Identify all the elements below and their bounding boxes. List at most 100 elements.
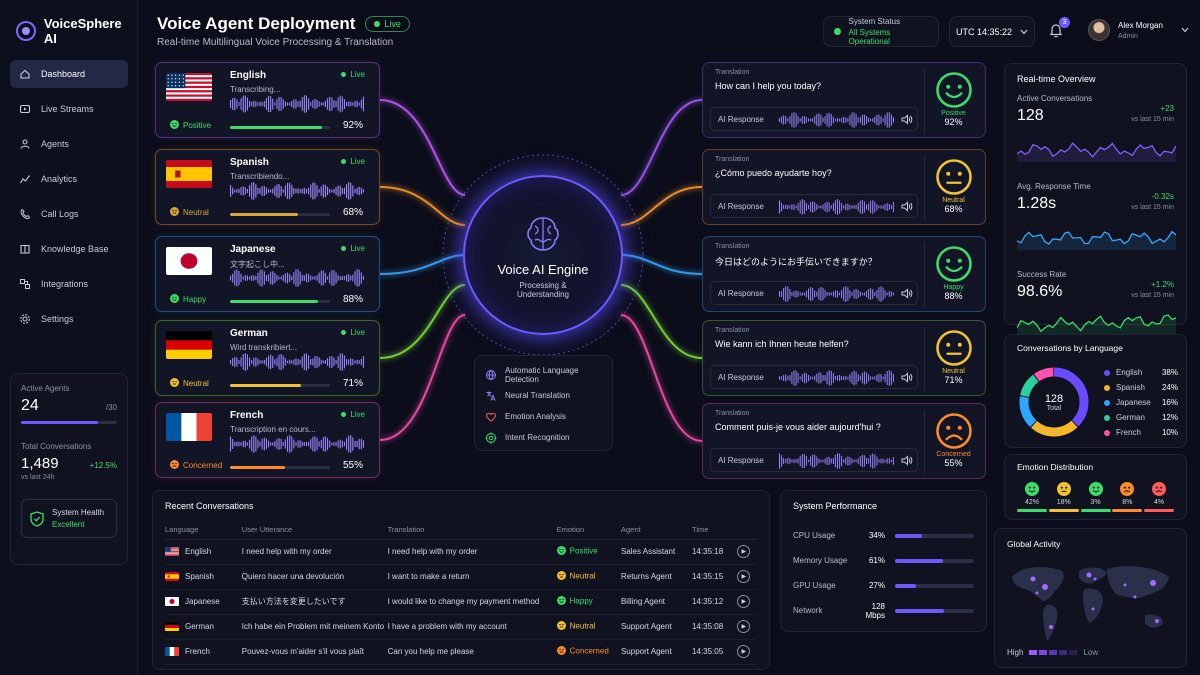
column-header[interactable]: Emotion xyxy=(556,521,621,540)
sidebar-item-label: Knowledge Base xyxy=(41,244,109,254)
sidebar-item-label: Analytics xyxy=(41,174,78,184)
translation-card[interactable]: Translation ¿Cómo puedo ayudarte hoy? AI R… xyxy=(702,149,986,225)
system-status[interactable]: System Status All Systems Operational xyxy=(823,16,939,47)
translation-card[interactable]: Translation 今日はどのようにお手伝いできますか？ AI Response… xyxy=(702,236,986,312)
language-name: German xyxy=(230,328,268,339)
play-icon[interactable]: ▶ xyxy=(737,620,751,633)
play-icon[interactable]: ▶ xyxy=(737,545,751,558)
donut-slice-japanese[interactable] xyxy=(1019,367,1089,437)
perf-row: Memory Usage 61% xyxy=(793,548,974,573)
play-icon[interactable]: ▶ xyxy=(737,595,751,608)
language-card-english[interactable]: English Live Transcribing... Positive 92% xyxy=(155,62,380,138)
emotion-item: 18% xyxy=(1048,482,1079,512)
table-row[interactable]: English I need help with my order I need h… xyxy=(165,539,757,565)
sidebar-item-analytics[interactable]: Analytics xyxy=(10,165,128,193)
voice-ai-engine[interactable]: Voice AI Engine Processing & Understandi… xyxy=(463,175,623,335)
cell-agent: Support Agent xyxy=(620,639,693,665)
ai-response-player[interactable]: AI Response xyxy=(710,194,918,218)
perf-value: 61% xyxy=(868,556,885,565)
column-header[interactable]: Agent xyxy=(620,521,693,540)
sentiment-label: Neutral xyxy=(183,379,209,388)
play-icon[interactable]: ▶ xyxy=(737,645,751,658)
sidebar-item-knowledge-base[interactable]: Knowledge Base xyxy=(10,235,128,263)
legend-name: Spanish xyxy=(1116,383,1145,392)
column-header[interactable]: User Utterance xyxy=(241,521,388,540)
emotion-pct: 18% xyxy=(1056,499,1071,506)
donut-slice-spanish[interactable] xyxy=(1019,367,1089,437)
ai-response-label: AI Response xyxy=(718,456,764,465)
cell-language: German xyxy=(165,614,242,640)
speaker-icon[interactable] xyxy=(901,114,913,128)
feature-item: Intent Recognition xyxy=(485,427,602,448)
ai-response-player[interactable]: AI Response xyxy=(710,281,918,305)
live-label: Live xyxy=(350,70,365,79)
sidebar-item-live-streams[interactable]: Live Streams xyxy=(10,95,128,123)
table-row[interactable]: German Ich habe ein Problem mit meinem Ko… xyxy=(165,614,757,640)
sad-face-icon xyxy=(1120,482,1135,496)
timezone-clock-select[interactable]: UTC 14:35:22 xyxy=(949,16,1035,47)
donut-total-label: Total xyxy=(1046,405,1062,412)
sidebar-item-integrations[interactable]: Integrations xyxy=(10,270,128,298)
speaker-icon[interactable] xyxy=(901,455,913,469)
flag-jp-icon xyxy=(166,247,212,275)
emotion-label: Concerned xyxy=(936,451,971,458)
language-card-spanish[interactable]: Spanish Live Transcribiendo... Neutral 68% xyxy=(155,149,380,225)
emotion-item: 3% xyxy=(1080,482,1111,512)
happy-face-icon xyxy=(170,294,179,305)
speaker-icon[interactable] xyxy=(901,201,913,215)
ai-response-player[interactable]: AI Response xyxy=(710,448,918,472)
speaker-icon[interactable] xyxy=(901,372,913,386)
translation-card[interactable]: Translation Wie kann ich Ihnen heute helf… xyxy=(702,320,986,396)
speaker-icon[interactable] xyxy=(901,288,913,302)
feature-label: Emotion Analysis xyxy=(505,412,566,421)
language-card-japanese[interactable]: Japanese Live 文字起こし中... Happy 88% xyxy=(155,236,380,312)
legend-item: German 12% xyxy=(1104,410,1178,425)
app-name: VoiceSphere AI xyxy=(43,16,122,46)
neutral-face-icon xyxy=(170,378,179,389)
column-header[interactable]: Translation xyxy=(387,521,557,540)
legend-high: High xyxy=(1007,648,1024,657)
sidebar-item-agents[interactable]: Agents xyxy=(10,130,128,158)
sentiment-indicator: Happy xyxy=(170,294,206,305)
emotion-indicator: Happy 88% xyxy=(924,243,982,307)
column-header[interactable]: Time xyxy=(692,521,738,540)
column-header[interactable]: Language xyxy=(165,521,242,540)
table-row[interactable]: Japanese 支払い方法を変更したいです I would like to cha… xyxy=(165,589,757,615)
donut-slice-english[interactable] xyxy=(1019,367,1089,437)
play-icon[interactable]: ▶ xyxy=(737,570,751,583)
emotion-bar xyxy=(1144,509,1174,512)
emotion-indicator: Neutral 68% xyxy=(924,156,982,220)
metric-sparkline xyxy=(1016,138,1177,165)
legend-low: Low xyxy=(1083,648,1099,657)
emotion-pct: 42% xyxy=(1024,499,1039,506)
language-card-french[interactable]: French Live Transcription en cours... Conce… xyxy=(155,402,380,478)
emotion-distribution: Emotion Distribution 42% 18% 3% 8% 4% xyxy=(1004,454,1187,520)
language-card-german[interactable]: German Live Wird transkribiert... Neutral 71… xyxy=(155,320,380,396)
recent-table: Language User Utterance Translation Emotion… xyxy=(165,521,757,665)
legend-name: Japanese xyxy=(1116,398,1151,407)
sidebar-item-dashboard[interactable]: Dashboard xyxy=(10,60,128,88)
live-dot-icon xyxy=(341,412,347,417)
emotion-bar xyxy=(1017,509,1047,512)
sidebar-item-call-logs[interactable]: Call Logs xyxy=(10,200,128,228)
world-map[interactable] xyxy=(1007,557,1177,647)
world-land xyxy=(1012,566,1169,641)
sidebar-item-settings[interactable]: Settings xyxy=(10,305,128,333)
ai-response-player[interactable]: AI Response xyxy=(710,365,918,389)
emotion-label: Happy xyxy=(943,284,964,291)
translation-card[interactable]: Translation How can I help you today? AI R… xyxy=(702,62,986,138)
notifications-button[interactable]: 3 xyxy=(1048,17,1070,42)
table-row[interactable]: Spanish Quiero hacer una devolución I want… xyxy=(165,564,757,590)
table-row[interactable]: French Pouvez-vous m'aider s'il vous plaî… xyxy=(165,639,757,665)
system-health[interactable]: System Health Excellent xyxy=(21,499,117,538)
ai-response-player[interactable]: AI Response xyxy=(710,107,918,131)
confidence-value: 55% xyxy=(342,460,363,471)
connector-line xyxy=(620,314,703,442)
app-logo[interactable]: VoiceSphere AI xyxy=(16,16,137,46)
language-legend: English 38% Spanish 24% Japanese 16% German 12%… xyxy=(1104,365,1178,440)
happy-face-icon xyxy=(935,246,972,282)
neutral-face-icon xyxy=(556,571,566,582)
translation-card[interactable]: Translation Comment puis-je vous aider au… xyxy=(702,403,986,479)
user-menu[interactable]: Alex Morgan Admin xyxy=(1088,19,1189,41)
cell-emotion: Neutral xyxy=(556,614,621,640)
